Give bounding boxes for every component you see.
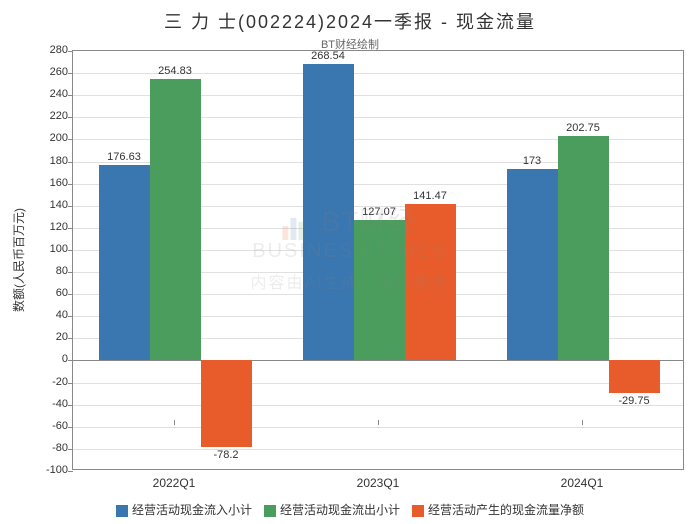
bar-value-label: 176.63 [107,151,141,163]
chart-container: 三 力 士(002224)2024一季报 - 现金流量 BT财经绘制 数额(人民… [0,0,700,524]
xtick-label: 2023Q1 [357,476,400,490]
bar-value-label: -78.2 [213,449,238,461]
ytick-mark [68,338,73,339]
ytick-label: -80 [38,442,68,454]
bar [609,360,660,393]
ytick-mark [68,95,73,96]
plot-area: 176.63 254.83 -78.2 268.54 127.07 141.47 173 20… [72,50,684,470]
ytick-label: 240 [38,88,68,100]
y-axis-label: 数额(人民币百万元) [10,208,27,312]
bar [354,220,405,360]
ytick-mark [68,117,73,118]
ytick-mark [68,73,73,74]
ytick-mark [68,294,73,295]
ytick-label: 80 [38,265,68,277]
xtick-label: 2024Q1 [561,476,604,490]
ytick-label: 180 [38,155,68,167]
legend-label: 经营活动产生的现金流量净额 [428,503,584,517]
xtick-mark [582,420,583,425]
ytick-label: 120 [38,221,68,233]
legend-item: 经营活动现金流入小计 [116,501,252,518]
gridline [73,427,683,428]
ytick-label: 220 [38,110,68,122]
ytick-mark [68,184,73,185]
bar [99,165,150,360]
ytick-label: 20 [38,331,68,343]
ytick-mark [68,250,73,251]
ytick-label: 0 [38,353,68,365]
bar-value-label: 254.83 [158,65,192,77]
bar-value-label: 173 [523,155,541,167]
ytick-label: 60 [38,287,68,299]
bar [405,204,456,360]
legend-label: 经营活动现金流入小计 [132,503,252,517]
bar [558,136,609,360]
gridline [73,383,683,384]
chart-title: 三 力 士(002224)2024一季报 - 现金流量 [0,0,700,34]
ytick-mark [68,360,73,361]
bar-value-label: -29.75 [618,395,649,407]
legend-item: 经营活动产生的现金流量净额 [412,501,584,518]
ytick-label: -60 [38,420,68,432]
xtick-label: 2022Q1 [153,476,196,490]
ytick-mark [68,405,73,406]
bar [507,169,558,360]
ytick-mark [68,449,73,450]
ytick-mark [68,471,73,472]
ytick-mark [68,51,73,52]
ytick-mark [68,316,73,317]
ytick-label: -40 [38,398,68,410]
ytick-mark [68,139,73,140]
ytick-label: 260 [38,66,68,78]
legend-swatch [116,505,128,517]
ytick-label: 40 [38,309,68,321]
bar [303,64,354,361]
bar [201,360,252,446]
xtick-mark [378,420,379,425]
legend-item: 经营活动现金流出小计 [264,501,400,518]
gridline [73,405,683,406]
ytick-mark [68,272,73,273]
ytick-mark [68,162,73,163]
gridline [73,449,683,450]
legend-label: 经营活动现金流出小计 [280,503,400,517]
ytick-label: 140 [38,199,68,211]
bar-value-label: 127.07 [362,206,396,218]
ytick-mark [68,427,73,428]
ytick-label: 200 [38,132,68,144]
bar-value-label: 202.75 [566,122,600,134]
ytick-label: -20 [38,376,68,388]
bar-value-label: 141.47 [413,190,447,202]
legend: 经营活动现金流入小计 经营活动现金流出小计 经营活动产生的现金流量净额 [0,501,700,518]
ytick-mark [68,206,73,207]
ytick-label: 160 [38,177,68,189]
zero-line [73,360,683,361]
bar-value-label: 268.54 [311,50,345,62]
ytick-label: 100 [38,243,68,255]
ytick-label: 280 [38,44,68,56]
ytick-label: -100 [38,464,68,476]
bar [150,79,201,361]
legend-swatch [412,505,424,517]
ytick-mark [68,228,73,229]
xtick-mark [174,420,175,425]
ytick-mark [68,383,73,384]
legend-swatch [264,505,276,517]
